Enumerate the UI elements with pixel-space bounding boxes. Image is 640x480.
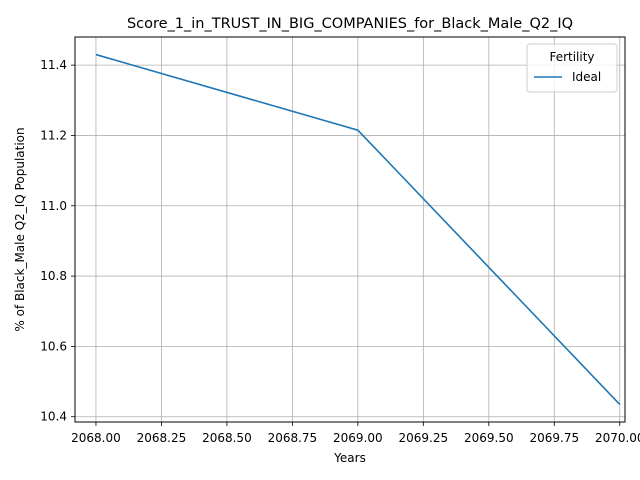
x-tick-label: 2069.25 — [399, 431, 449, 445]
y-tick-label: 11.2 — [40, 128, 67, 142]
x-tick-label: 2069.00 — [333, 431, 383, 445]
y-tick-label: 10.4 — [40, 410, 67, 424]
x-tick-label: 2068.50 — [202, 431, 252, 445]
x-tick-label: 2069.75 — [529, 431, 579, 445]
series-line-ideal — [95, 53, 621, 405]
grid — [75, 37, 625, 422]
x-axis-ticks: 2068.00 2068.25 2068.50 2068.75 2069.00 2069.… — [71, 422, 640, 445]
plot-frame — [74, 36, 626, 423]
x-tick-label: 2068.75 — [268, 431, 318, 445]
legend-title: Fertility — [549, 50, 594, 64]
y-axis-label: % of Black_Male Q2_IQ Population — [13, 127, 27, 331]
y-tick-label: 10.8 — [40, 269, 67, 283]
x-tick-label: 2068.25 — [137, 431, 187, 445]
legend-label-ideal: Ideal — [572, 70, 601, 84]
y-tick-label: 11.0 — [40, 199, 67, 213]
x-tick-label: 2070.00 — [595, 431, 640, 445]
legend: Fertility Ideal — [526, 43, 618, 93]
y-tick-label: 10.6 — [40, 339, 67, 353]
x-tick-label: 2069.50 — [464, 431, 514, 445]
series-layer — [95, 53, 621, 405]
x-tick-label: 2068.00 — [71, 431, 121, 445]
chart-title: Score_1_in_TRUST_IN_BIG_COMPANIES_for_Bl… — [127, 16, 573, 32]
x-axis-label: Years — [333, 451, 366, 465]
y-axis-ticks: 10.4 10.6 10.8 11.0 11.2 11.4 — [40, 58, 75, 424]
y-tick-label: 11.4 — [40, 58, 67, 72]
legend-box — [526, 43, 618, 93]
